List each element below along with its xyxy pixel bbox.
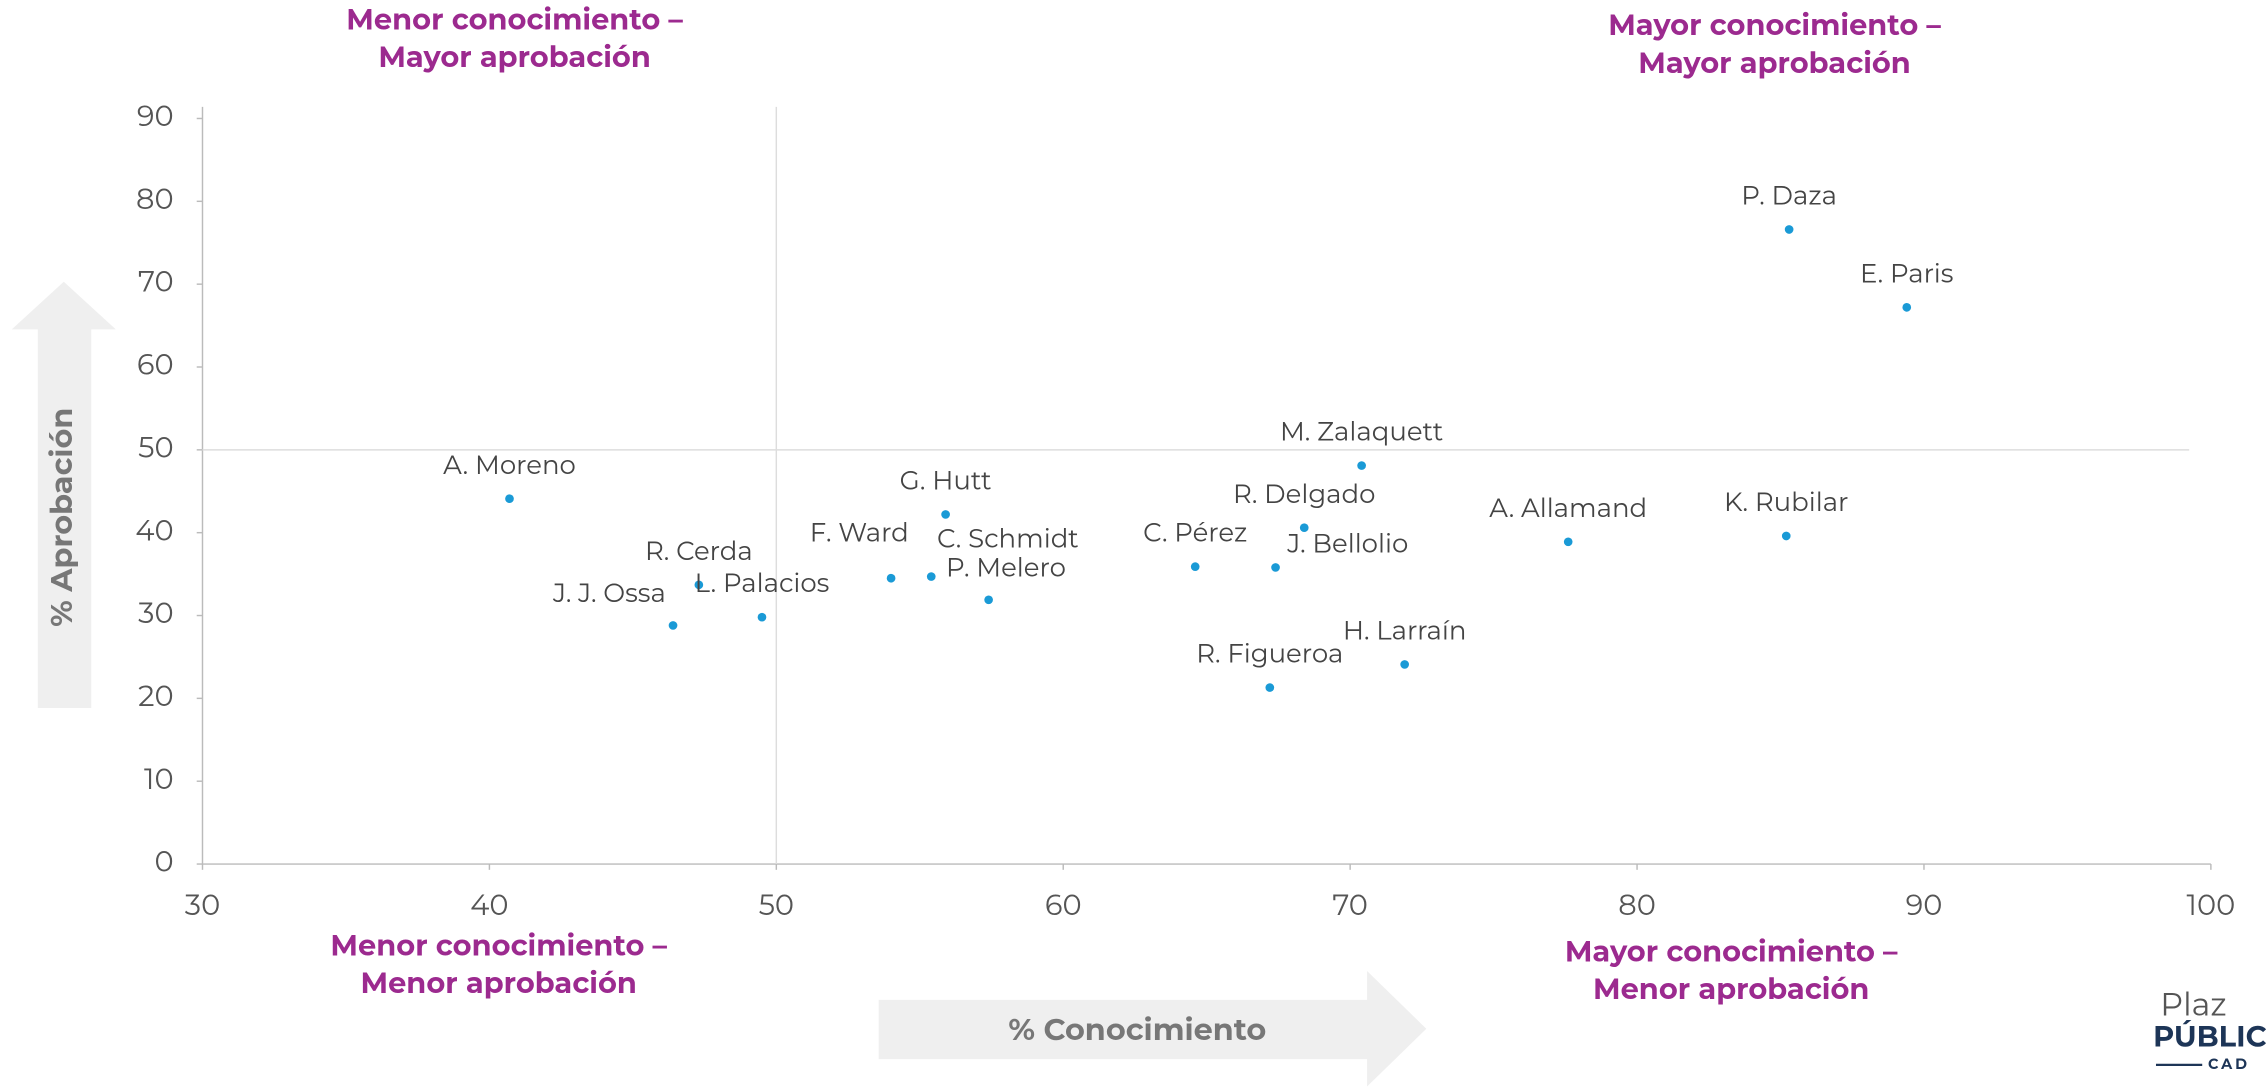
- x-axis-label: % Conocimiento: [1008, 1011, 1266, 1048]
- y-tick-label: 0: [154, 845, 173, 880]
- quadrant-label: Menor aprobación: [1593, 972, 1869, 1007]
- y-tick-label: 90: [137, 99, 174, 134]
- y-arrow: [11, 281, 116, 708]
- y-axis-label: % Aprobación: [43, 408, 80, 627]
- point-label: R. Cerda: [645, 535, 753, 567]
- logo: Plaz: [2160, 984, 2226, 1023]
- point-label: F. Ward: [810, 517, 909, 549]
- x-tick-label: 40: [470, 888, 508, 923]
- point: [1271, 563, 1280, 572]
- point: [757, 612, 767, 622]
- y-tick-label: 40: [135, 513, 173, 548]
- quadrant-label: Mayor aprobación: [378, 40, 650, 75]
- quadrant-label: Menor aprobación: [361, 966, 637, 1001]
- y-tick-label: 20: [138, 679, 173, 714]
- quadrant-label: Mayor conocimiento –: [1608, 8, 1941, 43]
- y-tick-label: 60: [137, 348, 174, 383]
- quadrant-label: Menor conocimiento –: [346, 2, 683, 37]
- point: [1781, 531, 1791, 541]
- point-label: A. Allamand: [1489, 492, 1647, 524]
- x-tick-label: 30: [185, 888, 220, 923]
- x-tick-label: 60: [1045, 888, 1082, 923]
- point-label: R. Figueroa: [1196, 638, 1343, 670]
- point-label: E. Paris: [1860, 257, 1954, 289]
- point-label: K. Rubilar: [1724, 486, 1848, 518]
- point: [505, 494, 514, 504]
- point: [984, 595, 993, 605]
- x-tick-label: 100: [2187, 888, 2236, 923]
- point-label: A. Moreno: [443, 449, 576, 481]
- point-label: C. Pérez: [1143, 517, 1247, 549]
- point-label: L. Palacios: [695, 567, 830, 599]
- point: [941, 510, 950, 519]
- x-tick-label: 70: [1332, 888, 1368, 923]
- point: [1902, 303, 1912, 312]
- quadrant-label: Mayor aprobación: [1638, 46, 1910, 81]
- quadrant-label: Menor conocimiento –: [330, 929, 667, 964]
- point-label: J. J. Ossa: [552, 577, 666, 609]
- y-tick-label: 30: [138, 596, 173, 631]
- point: [1357, 461, 1366, 470]
- point: [1563, 537, 1573, 547]
- quadrant-label: Mayor conocimiento –: [1565, 934, 1898, 969]
- point: [886, 573, 896, 583]
- x-tick-label: 90: [1906, 888, 1943, 923]
- point-label: C. Schmidt: [937, 522, 1079, 554]
- point: [694, 580, 704, 590]
- y-tick-label: 10: [144, 762, 174, 797]
- point-label: M. Zalaquett: [1280, 416, 1443, 448]
- point-label: G. Hutt: [900, 464, 992, 496]
- point: [1265, 683, 1275, 692]
- point-label: R. Delgado: [1233, 478, 1375, 510]
- point-label: P. Daza: [1741, 180, 1837, 212]
- point: [926, 572, 936, 581]
- point: [1784, 225, 1794, 234]
- x-tick-label: 80: [1618, 888, 1656, 923]
- x-tick-label: 50: [759, 888, 794, 923]
- point-label: J. Bellolio: [1286, 528, 1408, 560]
- point: [1190, 562, 1200, 571]
- y-tick-label: 50: [138, 430, 173, 465]
- y-tick-label: 80: [136, 182, 174, 217]
- point: [668, 621, 678, 630]
- point-label: P. Melero: [946, 551, 1066, 583]
- x-arrow: [878, 970, 1427, 1087]
- point-label: H. Larraín: [1343, 614, 1467, 646]
- logo: CAD: [2208, 1055, 2250, 1073]
- point: [1299, 523, 1309, 533]
- logo: PÚBLIC: [2153, 1020, 2266, 1055]
- y-tick-label: 70: [138, 265, 174, 300]
- point: [1400, 660, 1409, 669]
